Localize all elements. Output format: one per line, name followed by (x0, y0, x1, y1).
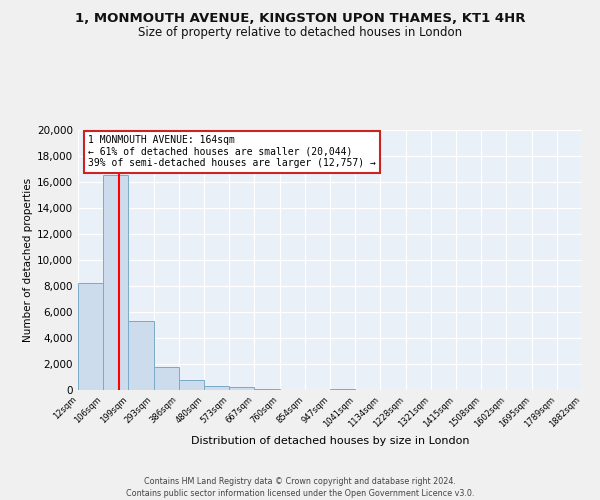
Bar (254, 388, 280, 390)
Bar (128, 321, 154, 390)
Bar (229, 388, 254, 390)
Text: Size of property relative to detached houses in London: Size of property relative to detached ho… (138, 26, 462, 39)
Bar (78, 284, 103, 390)
Y-axis label: Number of detached properties: Number of detached properties (23, 178, 33, 342)
X-axis label: Distribution of detached houses by size in London: Distribution of detached houses by size … (191, 436, 469, 446)
Bar (330, 388, 355, 390)
Bar (179, 380, 204, 390)
Text: Contains HM Land Registry data © Crown copyright and database right 2024.: Contains HM Land Registry data © Crown c… (144, 478, 456, 486)
Bar (204, 386, 229, 390)
Bar (154, 366, 179, 390)
Text: Contains public sector information licensed under the Open Government Licence v3: Contains public sector information licen… (126, 489, 474, 498)
Text: 1, MONMOUTH AVENUE, KINGSTON UPON THAMES, KT1 4HR: 1, MONMOUTH AVENUE, KINGSTON UPON THAMES… (75, 12, 525, 26)
Text: 1 MONMOUTH AVENUE: 164sqm
← 61% of detached houses are smaller (20,044)
39% of s: 1 MONMOUTH AVENUE: 164sqm ← 61% of detac… (88, 135, 376, 168)
Bar (103, 176, 128, 390)
